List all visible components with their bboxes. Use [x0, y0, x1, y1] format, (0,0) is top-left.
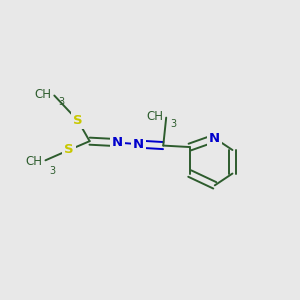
Text: N: N	[133, 138, 144, 151]
Text: 3: 3	[58, 97, 65, 107]
Text: 3: 3	[170, 119, 177, 129]
Text: CH: CH	[26, 155, 43, 168]
Text: CH: CH	[34, 88, 51, 100]
Text: N: N	[112, 136, 123, 149]
Text: S: S	[64, 143, 74, 157]
Text: CH: CH	[146, 110, 163, 123]
Text: 3: 3	[50, 166, 56, 176]
Text: S: S	[73, 114, 83, 127]
Text: N: N	[209, 132, 220, 145]
